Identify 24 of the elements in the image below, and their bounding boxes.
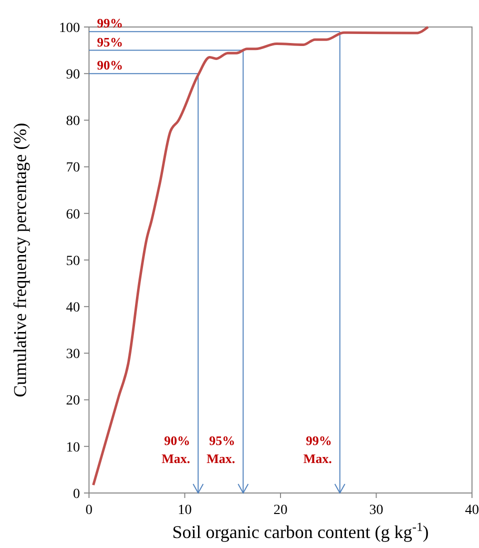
y-tick-label: 0 (73, 486, 80, 502)
y-tick-label: 70 (66, 160, 80, 176)
y-tick-label: 30 (66, 347, 80, 362)
x-tick-label: 10 (178, 503, 192, 518)
ref-line-label: 90% Max. (162, 433, 190, 466)
x-tick-label: 0 (86, 503, 92, 518)
ref-line-label: 99% (97, 16, 123, 31)
x-tick-label: 30 (369, 503, 384, 518)
y-tick-label: 50 (66, 254, 80, 269)
y-tick-label: 20 (66, 394, 80, 409)
y-axis-title: Cumulative frequency percentage (%) (10, 122, 30, 398)
y-tick-label: 80 (66, 114, 80, 130)
y-tick-label: 100 (59, 20, 80, 36)
x-tick-label: 20 (274, 503, 288, 518)
x-tick-label: 40 (465, 503, 479, 518)
ref-line-label: 95% Max. (206, 433, 236, 466)
ref-line-label: 90% (97, 58, 123, 73)
ref-line-label: 99% Max. (303, 433, 332, 466)
ref-line-label: 95% (97, 34, 123, 50)
y-tick-label: 10 (66, 440, 80, 456)
y-tick-label: 90 (66, 68, 80, 82)
y-tick-label: 60 (66, 207, 80, 222)
x-axis-title: Soil organic carbon content (g kg$^{-1}$) (172, 520, 429, 542)
y-tick-label: 40 (66, 300, 80, 316)
